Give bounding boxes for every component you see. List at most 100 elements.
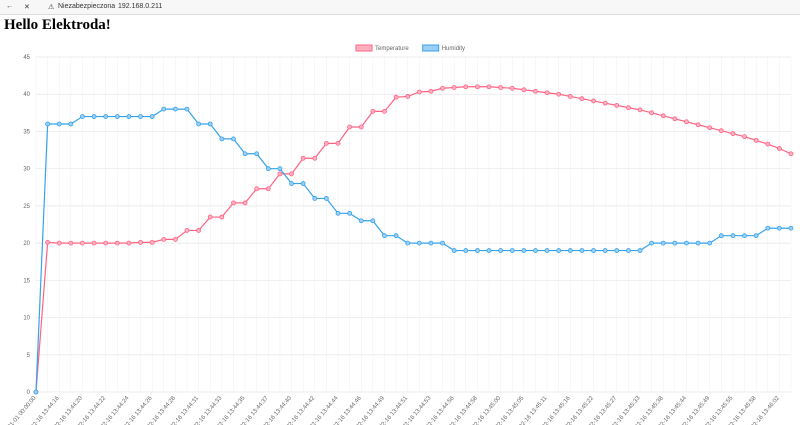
y-tick-label: 45 — [23, 55, 30, 61]
data-point — [660, 240, 666, 246]
y-tick-label: 10 — [23, 316, 30, 322]
data-point — [289, 171, 294, 177]
data-point — [300, 155, 306, 161]
data-point — [382, 233, 387, 239]
data-point — [114, 240, 120, 246]
data-point — [219, 214, 225, 220]
data-point — [730, 131, 736, 137]
data-point — [591, 248, 596, 253]
data-point — [637, 107, 643, 113]
data-point — [742, 233, 747, 239]
data-point — [161, 236, 167, 242]
data-point — [660, 113, 666, 119]
heading: Hello Elektroda! — [4, 17, 111, 33]
y-tick-label: 35 — [23, 129, 30, 135]
data-point — [765, 141, 771, 147]
data-point — [567, 248, 573, 253]
data-point — [428, 240, 434, 246]
data-point — [451, 248, 457, 253]
close-button[interactable]: ✕ — [24, 4, 30, 11]
legend-swatch — [422, 44, 440, 52]
data-point — [776, 225, 782, 231]
data-point — [556, 248, 562, 253]
data-point — [602, 248, 608, 253]
y-tick-label: 0 — [27, 390, 31, 396]
data-point — [242, 151, 248, 157]
data-point — [695, 240, 701, 246]
data-point — [695, 122, 701, 128]
legend-swatch — [355, 44, 373, 52]
data-point — [649, 240, 655, 246]
url[interactable]: 192.168.0.211 — [118, 3, 163, 10]
data-point — [556, 91, 562, 97]
data-point — [486, 84, 492, 90]
data-point — [428, 88, 434, 94]
data-point — [463, 84, 469, 90]
data-point — [172, 236, 178, 242]
data-point — [498, 85, 504, 90]
data-point — [80, 240, 85, 246]
data-point — [788, 151, 794, 157]
data-point — [393, 94, 399, 100]
data-point — [579, 248, 585, 253]
data-point — [370, 218, 376, 224]
x-tick-label: 01-01 00:00:00 — [7, 395, 38, 425]
data-point — [138, 239, 143, 245]
data-point — [753, 233, 759, 239]
data-point — [196, 121, 202, 127]
data-point — [68, 121, 74, 127]
legend-label: Temperature — [375, 46, 409, 52]
data-point — [509, 248, 515, 253]
data-point — [742, 134, 747, 140]
data-point — [277, 166, 283, 172]
data-point — [625, 105, 631, 111]
data-point — [382, 108, 387, 114]
data-point — [544, 248, 550, 253]
data-point — [231, 200, 236, 206]
data-point — [347, 124, 353, 130]
data-point — [45, 239, 51, 245]
data-point — [149, 114, 155, 119]
data-point — [138, 114, 143, 119]
back-button[interactable]: ← — [6, 3, 13, 10]
data-point — [68, 240, 74, 246]
y-tick-label: 5 — [27, 353, 31, 359]
data-point — [567, 94, 573, 99]
data-point — [672, 240, 678, 246]
data-point — [207, 214, 213, 220]
data-point — [323, 196, 329, 201]
y-tick-label: 15 — [23, 278, 30, 284]
data-point — [126, 114, 132, 119]
data-point — [765, 225, 771, 231]
data-point — [91, 114, 97, 119]
data-point — [474, 248, 480, 253]
data-point — [184, 106, 190, 112]
data-point — [323, 140, 329, 146]
data-point — [312, 155, 318, 161]
data-point — [776, 146, 782, 151]
data-point — [753, 137, 759, 143]
data-point — [498, 248, 504, 253]
data-point — [416, 89, 422, 95]
data-point — [730, 233, 736, 239]
data-point — [207, 121, 213, 127]
security-label[interactable]: Niezabezpieczona — [58, 3, 116, 10]
data-point — [358, 124, 364, 130]
data-point — [707, 240, 713, 246]
data-point — [231, 136, 236, 142]
data-point — [103, 240, 109, 246]
data-point — [533, 88, 538, 94]
data-point — [242, 200, 248, 206]
warning-icon: ⚠ — [48, 4, 55, 11]
data-point — [521, 248, 527, 253]
y-tick-label: 40 — [23, 92, 30, 98]
data-point — [219, 136, 225, 142]
data-point — [637, 248, 643, 253]
y-tick-label: 30 — [23, 167, 30, 173]
series-line — [35, 86, 792, 393]
data-point — [335, 210, 341, 216]
data-point — [718, 128, 724, 134]
data-point — [474, 84, 480, 90]
data-point — [277, 171, 283, 177]
